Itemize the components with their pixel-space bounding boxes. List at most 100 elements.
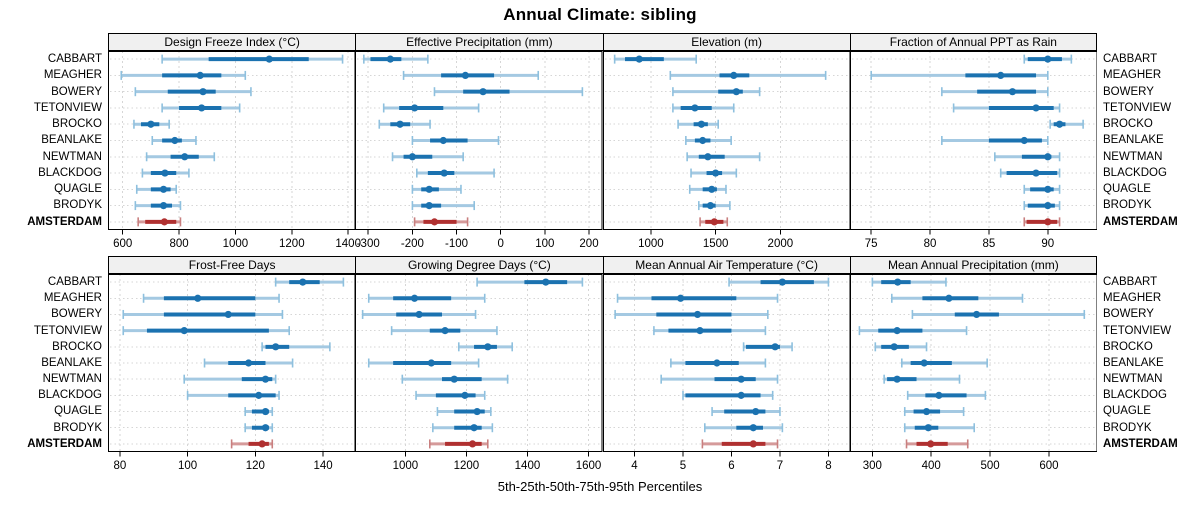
percentile-row: [433, 87, 584, 97]
percentile-row: [137, 217, 182, 227]
median-dot: [196, 71, 204, 80]
axis-svg: 300 400 500 600: [863, 452, 1058, 472]
median-dot: [935, 391, 943, 399]
median-dot: [893, 375, 901, 383]
site-label-left-meagher: MEAGHER: [43, 292, 102, 305]
percentile-row: [697, 201, 731, 211]
panel-svg-mean-annual-precipitation: [849, 274, 1097, 452]
percentile-row: [244, 407, 274, 417]
median-dot: [890, 343, 898, 351]
x-tick-label: 4: [631, 460, 638, 472]
median-dot: [265, 55, 273, 63]
site-label-left-bowery: BOWERY: [51, 308, 102, 321]
percentile-row: [261, 342, 331, 352]
percentile-row: [203, 358, 294, 368]
median-dot: [261, 424, 270, 432]
site-label-left-brocko: BROCKO: [52, 118, 102, 131]
panel-border: [602, 274, 850, 452]
median-dot: [197, 104, 206, 112]
percentile-row: [890, 293, 1024, 303]
median-dot: [450, 375, 459, 383]
percentile-row: [1023, 54, 1072, 64]
site-label-right-quagle: QUAGLE: [1103, 405, 1151, 418]
axis-svg: 75 80 85 90: [865, 230, 1054, 250]
percentile-row: [362, 309, 477, 319]
percentile-row: [659, 374, 778, 384]
panel-header-mean-annual-precipitation: Mean Annual Precipitation (mm): [849, 256, 1097, 274]
x-tick-label: 80: [113, 460, 126, 472]
percentile-row: [230, 439, 274, 449]
median-dot: [396, 120, 404, 128]
percentile-row: [161, 54, 344, 64]
median-dot: [440, 169, 449, 177]
site-label-left-meagher: MEAGHER: [43, 69, 102, 82]
site-label-right-brodyk: BRODYK: [1103, 421, 1152, 434]
median-dot: [441, 327, 449, 335]
panel-svg-frost-free-days: [108, 274, 356, 452]
median-dot: [439, 136, 448, 145]
median-dot: [1055, 120, 1063, 128]
x-tick-label: 7: [776, 460, 782, 472]
median-dot: [411, 104, 419, 112]
percentile-row: [1023, 184, 1061, 194]
panel-plot-design-freeze-index: [108, 51, 356, 230]
percentile-row: [681, 390, 773, 400]
median-dot: [159, 185, 168, 193]
percentile-row: [703, 423, 783, 433]
percentile-row: [671, 103, 735, 113]
site-label-right-quagle: QUAGLE: [1103, 183, 1151, 196]
panel-plot-frost-free-days: [108, 274, 356, 452]
median-dot: [415, 310, 423, 319]
x-tick-label: 90: [1041, 238, 1054, 250]
percentiles-caption: 5th-25th-50th-75th-95th Percentiles: [497, 479, 703, 494]
site-label-left-amsterdam: AMSTERDAM: [27, 215, 102, 228]
median-dot: [469, 440, 477, 448]
median-dot: [147, 120, 155, 128]
panel-svg-design-freeze-index: [108, 51, 356, 230]
percentile-row: [710, 407, 781, 417]
median-dot: [751, 407, 759, 416]
x-tick-label: 600: [113, 238, 132, 250]
median-dot: [461, 391, 469, 399]
percentile-row: [145, 152, 216, 162]
median-dot: [1043, 218, 1052, 226]
site-label-left-blackdog: BLACKDOG: [38, 389, 102, 402]
panel-border: [849, 51, 1097, 230]
site-label-right-newtman: NEWTMAN: [1103, 150, 1163, 163]
percentile-row: [161, 103, 241, 113]
site-label-right-blackdog: BLACKDOG: [1103, 166, 1167, 179]
site-label-left-newtman: NEWTMAN: [42, 150, 102, 163]
panel-axis-design-freeze-index: 600 800 1000 1200 1400: [108, 230, 361, 254]
median-dot: [732, 88, 740, 96]
panel-border: [602, 51, 850, 230]
panel-border: [355, 51, 603, 230]
site-label-left-quagle: QUAGLE: [54, 183, 102, 196]
site-label-left-bowery: BOWERY: [51, 85, 102, 98]
median-dot: [224, 310, 232, 319]
median-dot: [470, 424, 478, 432]
x-tick-label: 1400: [515, 460, 541, 472]
median-dot: [729, 71, 737, 80]
percentile-row: [742, 342, 793, 352]
panel-axis-mean-annual-air-temperature: 4 5 6 7 8: [603, 452, 850, 476]
x-tick-label: 140: [313, 460, 332, 472]
site-label-right-meagher: MEAGHER: [1103, 292, 1162, 305]
percentile-row: [403, 70, 540, 80]
median-dot: [299, 278, 307, 286]
median-dot: [171, 136, 179, 145]
x-tick-label: 1000: [393, 460, 419, 472]
percentile-row: [368, 358, 480, 368]
median-dot: [462, 71, 470, 80]
median-dot: [1032, 104, 1040, 112]
percentile-row: [274, 277, 345, 287]
site-label-left-newtman: NEWTMAN: [42, 373, 102, 386]
percentile-row: [616, 293, 778, 303]
median-dot: [703, 153, 711, 161]
site-label-right-tetonview: TETONVIEW: [1103, 324, 1172, 337]
site-label-right-amsterdam: AMSTERDAM: [1103, 437, 1178, 450]
percentile-row: [870, 70, 1049, 80]
median-dot: [996, 71, 1005, 80]
x-tick-label: 600: [1039, 460, 1058, 472]
median-dot: [159, 201, 168, 210]
percentile-row: [940, 87, 1049, 97]
